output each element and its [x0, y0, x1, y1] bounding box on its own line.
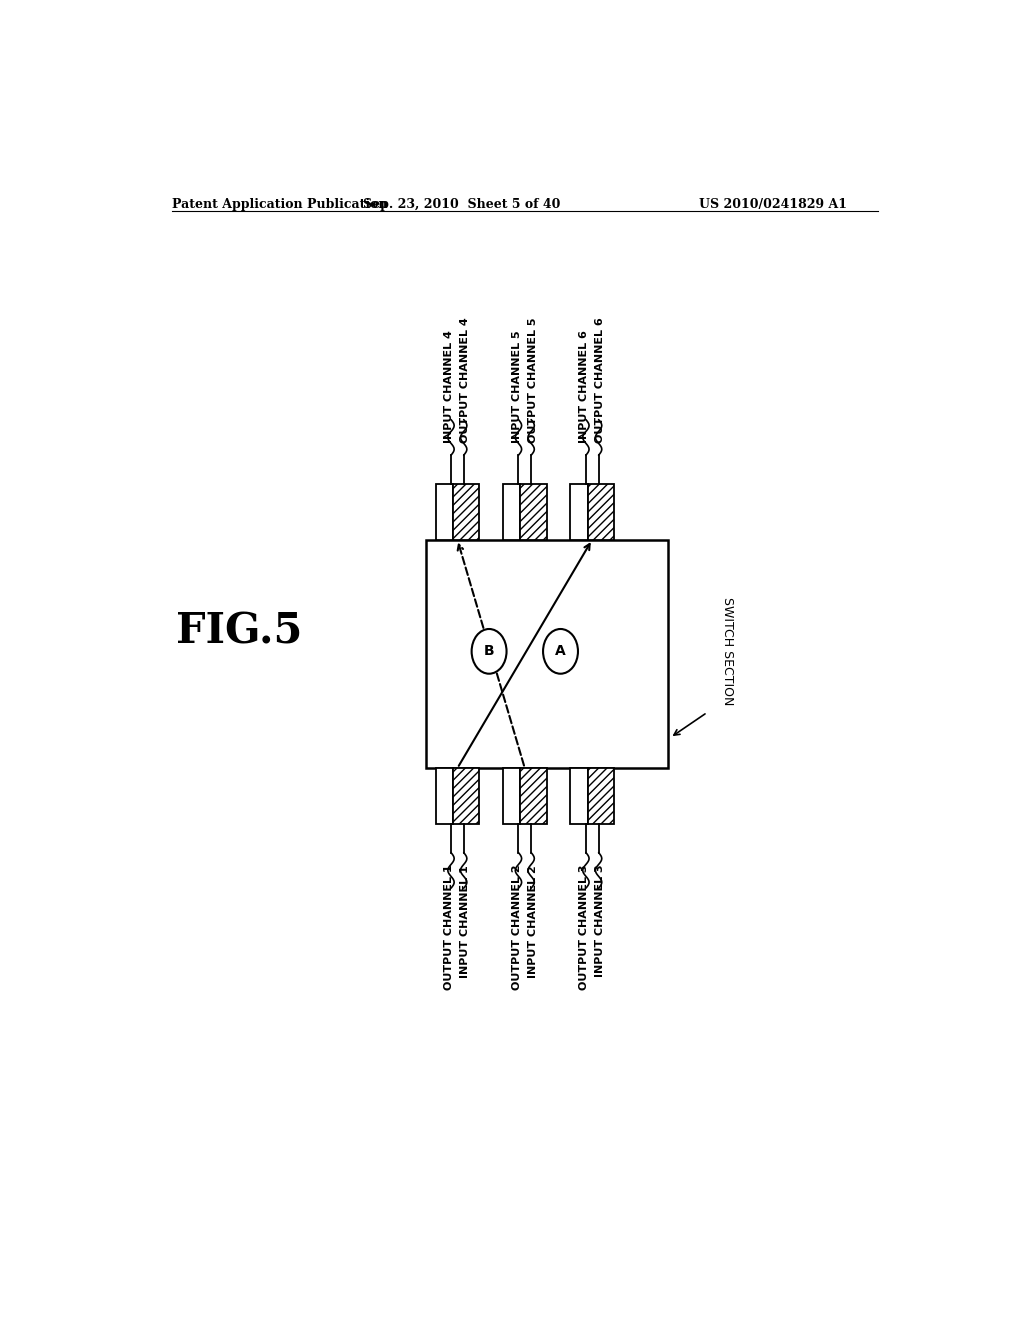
Bar: [503, 483, 520, 540]
Circle shape: [472, 630, 507, 673]
Text: INPUT CHANNEL 3: INPUT CHANNEL 3: [595, 865, 605, 977]
Text: OUTPUT CHANNEL 6: OUTPUT CHANNEL 6: [595, 317, 605, 444]
Bar: [435, 768, 453, 824]
Text: INPUT CHANNEL 4: INPUT CHANNEL 4: [444, 330, 455, 444]
Bar: [570, 768, 588, 824]
Bar: [503, 768, 520, 824]
Text: OUTPUT CHANNEL 5: OUTPUT CHANNEL 5: [527, 318, 538, 444]
Text: OUTPUT CHANNEL 1: OUTPUT CHANNEL 1: [444, 865, 455, 990]
Circle shape: [543, 630, 578, 673]
Text: SWITCH SECTION: SWITCH SECTION: [721, 597, 733, 706]
Text: OUTPUT CHANNEL 4: OUTPUT CHANNEL 4: [460, 317, 470, 444]
Text: A: A: [555, 644, 566, 659]
Bar: [588, 768, 614, 824]
Text: B: B: [483, 644, 495, 659]
Bar: [588, 483, 614, 540]
Bar: [453, 483, 479, 540]
Text: INPUT CHANNEL 6: INPUT CHANNEL 6: [580, 330, 590, 444]
Text: INPUT CHANNEL 1: INPUT CHANNEL 1: [460, 865, 470, 978]
Text: INPUT CHANNEL 5: INPUT CHANNEL 5: [512, 330, 522, 444]
Text: OUTPUT CHANNEL 2: OUTPUT CHANNEL 2: [512, 865, 522, 990]
Bar: [570, 483, 588, 540]
Text: Sep. 23, 2010  Sheet 5 of 40: Sep. 23, 2010 Sheet 5 of 40: [362, 198, 560, 211]
Text: FIG.5: FIG.5: [176, 610, 302, 652]
Bar: [426, 540, 668, 768]
Bar: [520, 768, 547, 824]
Text: Patent Application Publication: Patent Application Publication: [172, 198, 387, 211]
Text: INPUT CHANNEL 2: INPUT CHANNEL 2: [527, 865, 538, 978]
Text: OUTPUT CHANNEL 3: OUTPUT CHANNEL 3: [580, 865, 590, 990]
Bar: [435, 483, 453, 540]
Text: US 2010/0241829 A1: US 2010/0241829 A1: [699, 198, 848, 211]
Bar: [453, 768, 479, 824]
Bar: [520, 483, 547, 540]
